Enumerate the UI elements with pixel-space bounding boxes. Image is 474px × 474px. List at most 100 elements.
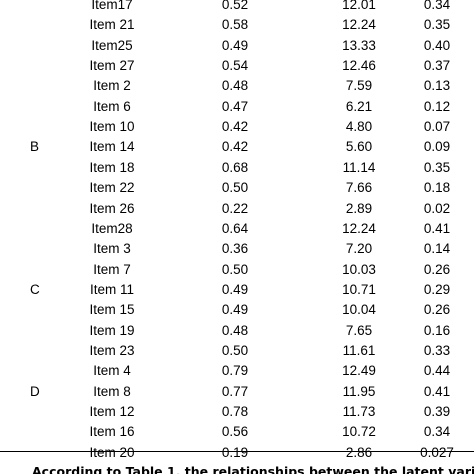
value-col-2: 11.95 bbox=[342, 383, 376, 399]
table-row: Item 15 0.49 10.04 0.26 bbox=[0, 299, 474, 320]
item-label: Item 21 bbox=[89, 17, 135, 33]
item-label: Item 14 bbox=[89, 139, 135, 155]
value-col-1: 0.48 bbox=[221, 78, 249, 94]
value-col-3: 0.33 bbox=[423, 342, 451, 358]
value-col-3: 0.35 bbox=[423, 159, 451, 175]
value-col-1: 0.19 bbox=[221, 444, 249, 460]
item-label: Item 7 bbox=[93, 261, 131, 277]
item-label: Item28 bbox=[91, 220, 133, 236]
value-col-2: 2.89 bbox=[345, 200, 373, 216]
value-col-1: 0.50 bbox=[221, 342, 249, 358]
value-col-1: 0.22 bbox=[221, 200, 249, 216]
item-label: Item 20 bbox=[89, 444, 135, 460]
table-row: Item25 0.49 13.33 0.40 bbox=[0, 35, 474, 56]
value-col-3: 0.07 bbox=[423, 119, 451, 135]
item-label: Item 10 bbox=[89, 119, 135, 135]
value-col-2: 12.49 bbox=[342, 363, 376, 379]
value-col-3: 0.12 bbox=[423, 98, 451, 114]
table-row: Item 8 0.77 11.95 0.41 bbox=[0, 381, 474, 402]
value-col-1: 0.36 bbox=[221, 241, 249, 257]
value-col-3: 0.34 bbox=[423, 0, 451, 12]
table-row: Item 23 0.50 11.61 0.33 bbox=[0, 340, 474, 361]
value-col-2: 10.71 bbox=[342, 281, 376, 297]
value-col-1: 0.52 bbox=[221, 0, 249, 12]
value-col-2: 2.86 bbox=[345, 444, 373, 460]
table-row: Item 19 0.48 7.65 0.16 bbox=[0, 320, 474, 341]
value-col-2: 6.21 bbox=[345, 98, 373, 114]
value-col-1: 0.42 bbox=[221, 139, 249, 155]
value-col-3: 0.02 bbox=[423, 200, 451, 216]
table-row: Item 7 0.50 10.03 0.26 bbox=[0, 259, 474, 280]
value-col-2: 11.73 bbox=[342, 404, 376, 419]
table-row: Item 6 0.47 6.21 0.12 bbox=[0, 96, 474, 117]
item-label: Item17 bbox=[91, 0, 133, 12]
table-row: Item 11 0.49 10.71 0.29 bbox=[0, 279, 474, 300]
group-label: D bbox=[30, 383, 40, 399]
group-label: C bbox=[30, 281, 40, 297]
value-col-1: 0.42 bbox=[221, 119, 249, 135]
value-col-2: 10.04 bbox=[342, 302, 376, 318]
table-row: Item 27 0.54 12.46 0.37 bbox=[0, 55, 474, 76]
value-col-2: 7.59 bbox=[345, 78, 373, 94]
value-col-3: 0.18 bbox=[423, 180, 451, 196]
table-row: Item 26 0.22 2.89 0.02 bbox=[0, 198, 474, 219]
item-label: Item25 bbox=[91, 37, 133, 53]
value-col-2: 12.24 bbox=[342, 17, 376, 33]
value-col-3: 0.29 bbox=[423, 281, 451, 297]
table-row: Item 2 0.48 7.59 0.13 bbox=[0, 75, 474, 96]
value-col-3: 0.41 bbox=[423, 383, 451, 399]
value-col-3: 0.35 bbox=[423, 17, 451, 33]
item-label: Item 2 bbox=[93, 78, 131, 94]
item-label: Item 12 bbox=[89, 404, 135, 419]
table-row: Item 20 0.19 2.86 0.027 bbox=[0, 442, 474, 463]
item-label: Item 16 bbox=[89, 424, 135, 440]
item-label: Item 26 bbox=[89, 200, 135, 216]
value-col-1: 0.56 bbox=[221, 424, 249, 440]
table-row: Item 14 0.42 5.60 0.09 bbox=[0, 136, 474, 157]
value-col-3: 0.40 bbox=[423, 37, 451, 53]
value-col-3: 0.37 bbox=[423, 58, 451, 74]
value-col-2: 12.46 bbox=[342, 58, 376, 74]
value-col-1: 0.68 bbox=[221, 159, 249, 175]
table-bottom-rule bbox=[0, 451, 474, 452]
table-row: Item28 0.64 12.24 0.41 bbox=[0, 218, 474, 239]
table-row: Item 18 0.68 11.14 0.35 bbox=[0, 157, 474, 178]
value-col-2: 7.65 bbox=[345, 322, 373, 338]
item-label: Item 3 bbox=[93, 241, 131, 257]
item-label: Item 19 bbox=[89, 322, 135, 338]
value-col-2: 7.66 bbox=[345, 180, 373, 196]
value-col-2: 11.14 bbox=[342, 159, 376, 175]
item-label: Item 23 bbox=[89, 342, 135, 358]
item-label: Item 11 bbox=[89, 281, 135, 297]
value-col-3: 0.26 bbox=[423, 302, 451, 318]
table-row: Item 10 0.42 4.80 0.07 bbox=[0, 116, 474, 137]
table-row: Item 22 0.50 7.66 0.18 bbox=[0, 177, 474, 198]
value-col-1: 0.79 bbox=[221, 363, 249, 379]
value-col-2: 4.80 bbox=[345, 119, 373, 135]
value-col-1: 0.64 bbox=[221, 220, 249, 236]
table-row: Item17 0.52 12.01 0.34 bbox=[0, 0, 474, 15]
value-col-1: 0.47 bbox=[221, 98, 249, 114]
value-col-3: 0.14 bbox=[423, 241, 451, 257]
value-col-3: 0.09 bbox=[423, 139, 451, 155]
value-col-2: 12.24 bbox=[342, 220, 376, 236]
value-col-2: 10.72 bbox=[342, 424, 376, 440]
value-col-1: 0.54 bbox=[221, 58, 249, 74]
value-col-1: 0.50 bbox=[221, 180, 249, 196]
value-col-2: 11.61 bbox=[342, 342, 376, 358]
value-col-2: 12.01 bbox=[342, 0, 376, 12]
table-row: Item 12 0.78 11.73 0.39 bbox=[0, 401, 474, 422]
table-row: Item 4 0.79 12.49 0.44 bbox=[0, 360, 474, 381]
item-label: Item 6 bbox=[93, 98, 131, 114]
value-col-3: 0.26 bbox=[423, 261, 451, 277]
table-row: Item 21 0.58 12.24 0.35 bbox=[0, 14, 474, 35]
group-label: B bbox=[30, 139, 40, 155]
value-col-3: 0.41 bbox=[423, 220, 451, 236]
value-col-1: 0.78 bbox=[221, 404, 249, 419]
value-col-1: 0.48 bbox=[221, 322, 249, 338]
table-row: Item 3 0.36 7.20 0.14 bbox=[0, 238, 474, 259]
item-label: Item 27 bbox=[89, 58, 135, 74]
value-col-3: 0.027 bbox=[420, 444, 454, 460]
table-row: Item 16 0.56 10.72 0.34 bbox=[0, 421, 474, 442]
